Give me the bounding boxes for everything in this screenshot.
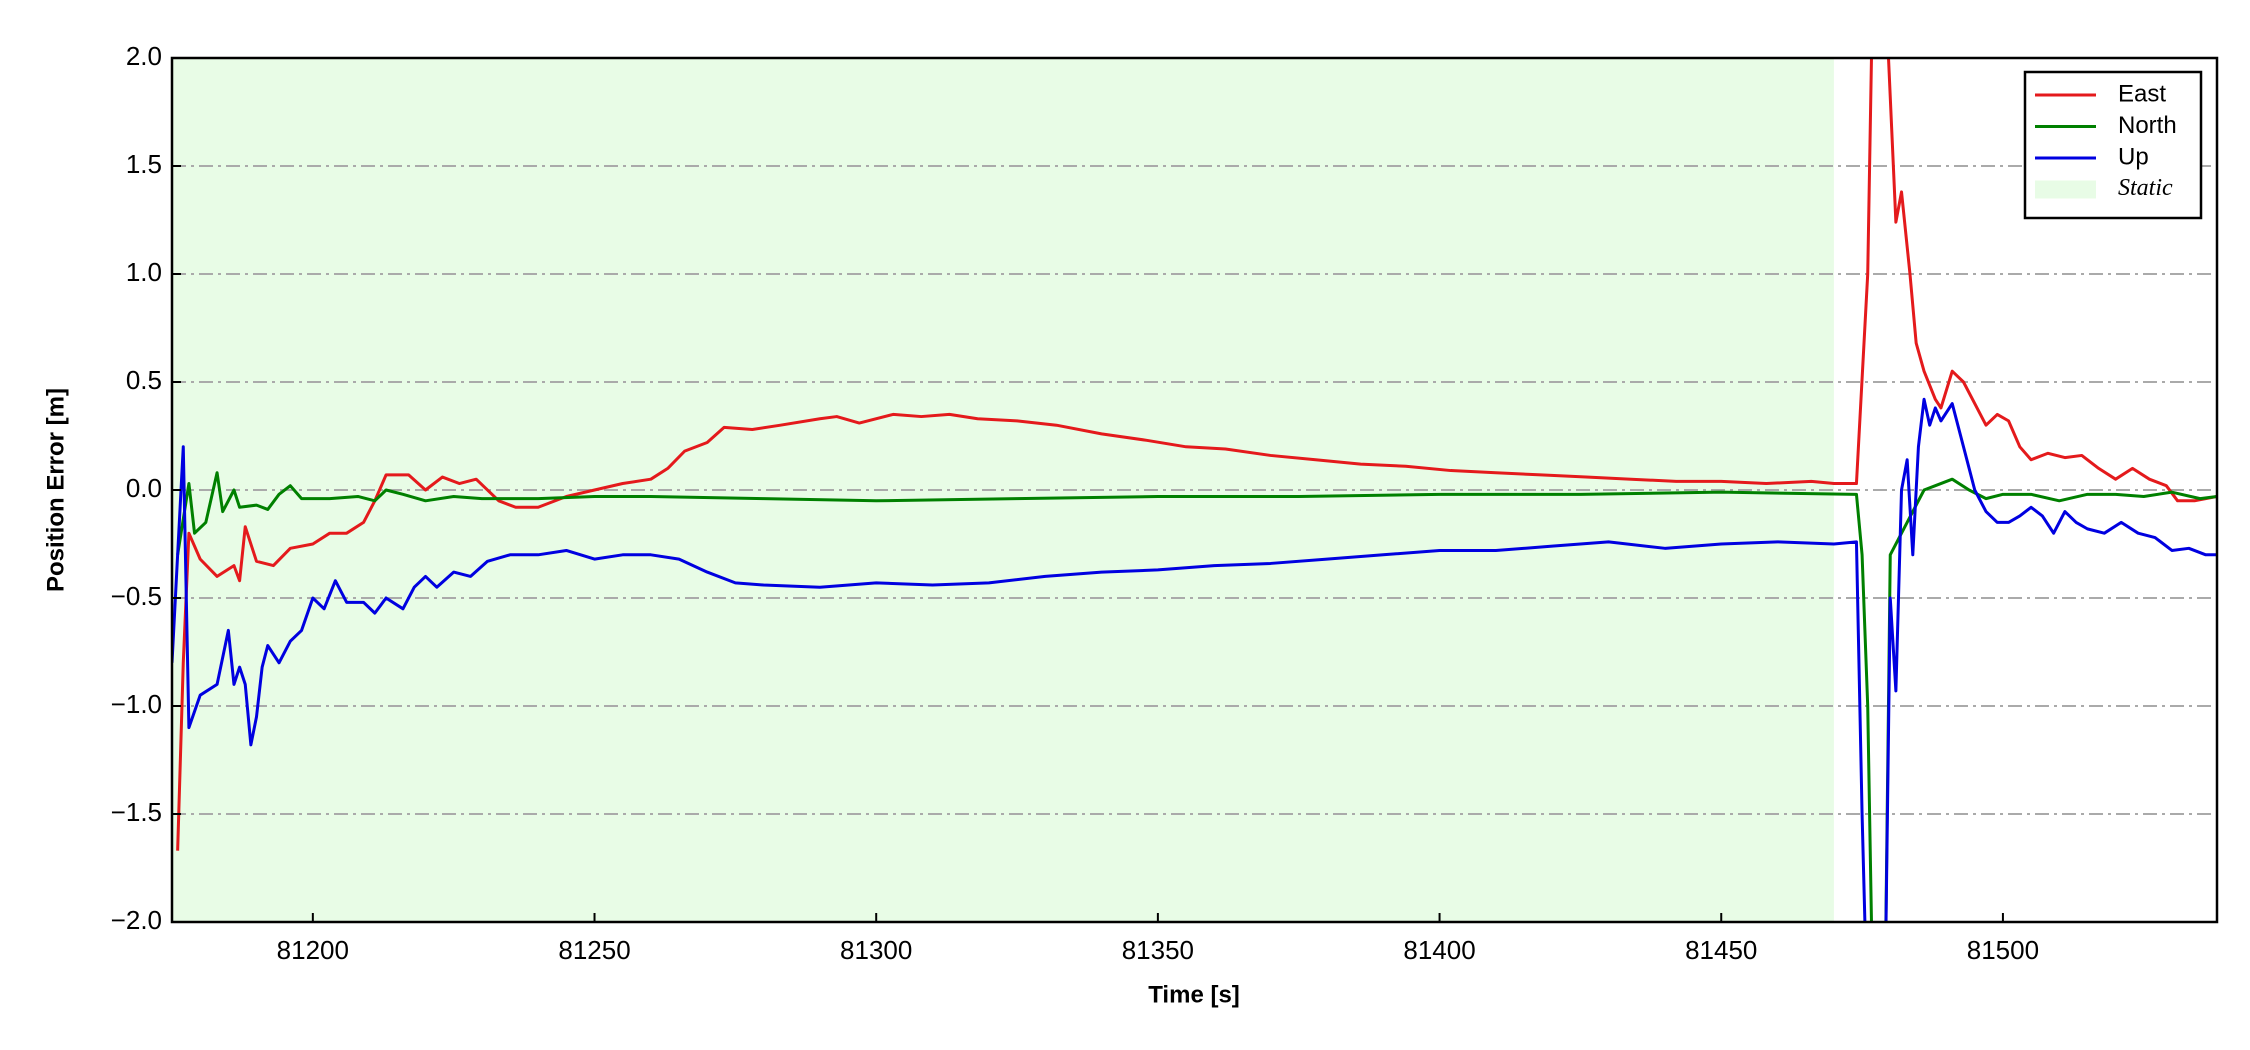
- legend-label: Static: [2118, 175, 2173, 201]
- series-line: [176, 471, 2217, 922]
- y-tick-label: −2.0: [111, 905, 162, 935]
- x-tick-label: 81500: [1967, 935, 2039, 965]
- x-tick-label: 81400: [1403, 935, 1475, 965]
- plot-frame: [170, 56, 2219, 924]
- y-tick-label: 0.0: [126, 473, 162, 503]
- y-tick-label: 0.5: [126, 365, 162, 395]
- legend-label: Up: [2118, 143, 2149, 170]
- y-tick-label: −1.5: [111, 797, 162, 827]
- y-tick-label: 2.0: [126, 41, 162, 71]
- x-tick-label: 81350: [1122, 935, 1194, 965]
- series-line: [176, 58, 2217, 851]
- y-tick-label: −1.0: [111, 689, 162, 719]
- legend-swatch: [2035, 180, 2096, 199]
- series-line: [172, 397, 2217, 922]
- y-tick-label: −0.5: [111, 581, 162, 611]
- legend-label: East: [2118, 80, 2166, 107]
- x-tick-label: 81450: [1685, 935, 1757, 965]
- plot-area: [172, 58, 2217, 922]
- y-axis-label: Position Error [m]: [42, 388, 69, 592]
- x-tick-label: 81200: [277, 935, 349, 965]
- legend-label: North: [2118, 112, 2177, 139]
- x-tick-label: 81300: [840, 935, 912, 965]
- x-tick-label: 81250: [558, 935, 630, 965]
- x-axis-label: Time [s]: [1148, 981, 1240, 1008]
- y-tick-label: 1.5: [126, 149, 162, 179]
- y-tick-label: 1.0: [126, 257, 162, 287]
